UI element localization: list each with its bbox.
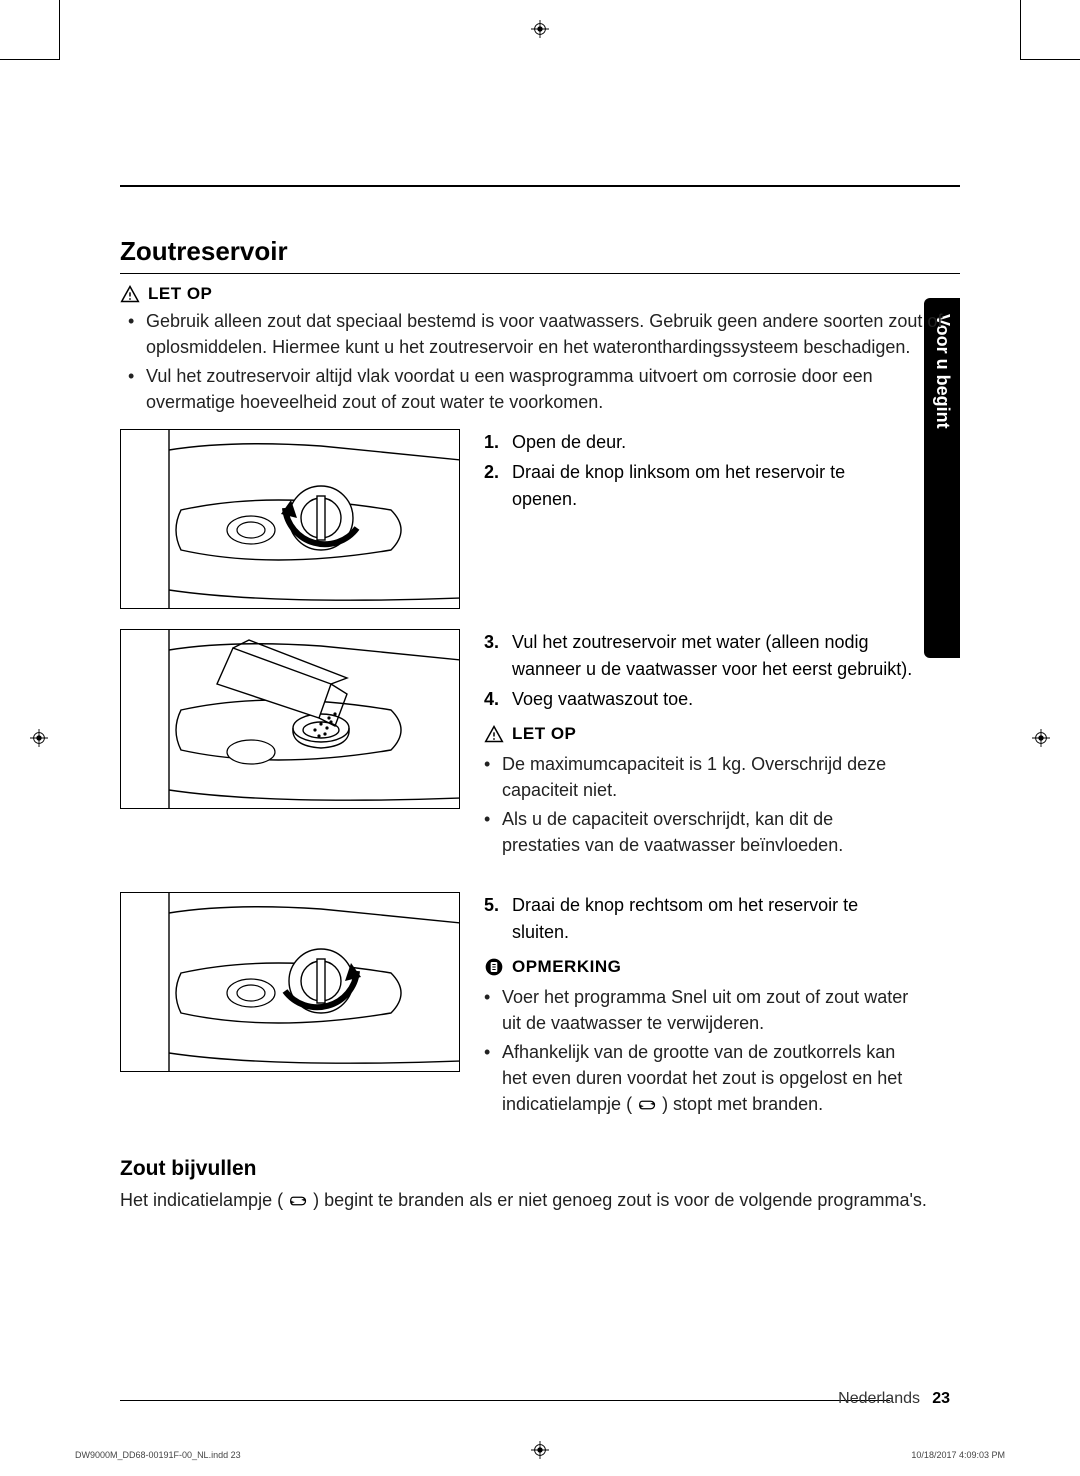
illustration-open-cap (120, 429, 460, 609)
steps-5: Draai de knop rechtsom om het reservoir … (484, 892, 914, 946)
section-heading: Zoutreservoir (120, 236, 960, 267)
step-block-2: Vul het zoutreservoir met water (alleen … (120, 629, 960, 872)
registration-mark-icon (531, 20, 549, 38)
opmerking-heading: OPMERKING (484, 954, 914, 980)
let-op-bullets-2: De maximumcapaciteit is 1 kg. Overschrij… (484, 751, 914, 858)
page-content: Zoutreservoir LET OP Gebruik alleen zout… (120, 180, 960, 1406)
step-2: Draai de knop linksom om het reservoir t… (484, 459, 914, 513)
crop-mark-tl (0, 0, 60, 60)
section-underline (120, 273, 960, 274)
note-icon (484, 957, 504, 977)
step-1: Open de deur. (484, 429, 914, 456)
step-5: Draai de knop rechtsom om het reservoir … (484, 892, 914, 946)
warning-icon (120, 284, 140, 304)
footer-page-number: 23 (932, 1390, 950, 1408)
registration-mark-icon (1032, 729, 1050, 747)
bullet-item: De maximumcapaciteit is 1 kg. Overschrij… (502, 751, 914, 803)
opmerking-label: OPMERKING (512, 954, 621, 980)
bullet-item: Vul het zoutreservoir altijd vlak voorda… (146, 363, 960, 415)
footer-language: Nederlands (838, 1390, 920, 1408)
bullet-item: Afhankelijk van de grootte van de zoutko… (502, 1039, 914, 1117)
let-op-label-2: LET OP (512, 721, 576, 747)
refill-heading: Zout bijvullen (120, 1157, 960, 1181)
step-4: Voeg vaatwaszout toe. (484, 686, 914, 713)
bullet-item: Voer het programma Snel uit om zout of z… (502, 984, 914, 1036)
steps-3-4: Vul het zoutreservoir met water (alleen … (484, 629, 914, 713)
crop-mark-tr (1020, 0, 1080, 60)
indd-filename: DW9000M_DD68-00191F-00_NL.indd 23 (75, 1450, 241, 1460)
let-op-label: LET OP (148, 284, 212, 304)
let-op-heading: LET OP (120, 284, 960, 304)
indd-timestamp: 10/18/2017 4:09:03 PM (911, 1450, 1005, 1460)
bullet-item: Gebruik alleen zout dat speciaal bestemd… (146, 308, 960, 360)
registration-mark-icon (531, 1441, 549, 1459)
let-op-bullets: Gebruik alleen zout dat speciaal bestemd… (120, 308, 960, 415)
bullet-item: Als u de capaciteit overschrijdt, kan di… (502, 806, 914, 858)
warning-icon (484, 724, 504, 744)
step-block-1: Open de deur. Draai de knop linksom om h… (120, 429, 960, 609)
illustration-pour-salt (120, 629, 460, 809)
steps-1-2: Open de deur. Draai de knop linksom om h… (484, 429, 914, 513)
let-op-heading-2: LET OP (484, 721, 914, 747)
step-3: Vul het zoutreservoir met water (alleen … (484, 629, 914, 683)
illustration-close-cap (120, 892, 460, 1072)
step-block-3: Draai de knop rechtsom om het reservoir … (120, 892, 960, 1131)
footer-rule (120, 1400, 890, 1401)
opmerking-bullets: Voer het programma Snel uit om zout of z… (484, 984, 914, 1117)
refill-text: Het indicatielampje ( ) begint te brande… (120, 1187, 960, 1214)
registration-mark-icon (30, 729, 48, 747)
salt-bag (217, 640, 347, 726)
